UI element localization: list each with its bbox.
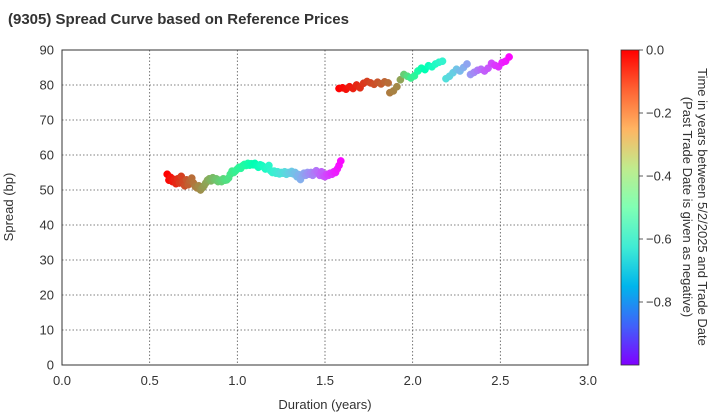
data-points (163, 53, 513, 194)
y-tick-label: 20 (40, 288, 54, 303)
x-tick-label: 1.0 (228, 373, 246, 388)
y-tick-label: 10 (40, 323, 54, 338)
plot-frame (61, 49, 589, 366)
y-tick-label: 80 (40, 78, 54, 93)
data-point (384, 79, 392, 87)
y-axis-label: Spread (bp) (1, 173, 16, 242)
colorbar (620, 49, 640, 366)
y-tick-label: 60 (40, 148, 54, 163)
y-tick-label: 50 (40, 183, 54, 198)
x-tick-label: 2.0 (404, 373, 422, 388)
data-point (505, 53, 513, 61)
colorbar-ticks: 0.0 −0.2 −0.4 −0.6 −0.8 (639, 43, 672, 310)
colorbar-tick-label: −0.8 (646, 295, 672, 310)
colorbar-label-line2: (Past Trade Date is given as negative) (680, 97, 695, 317)
data-point (336, 157, 345, 165)
y-tick-label: 0 (47, 358, 54, 373)
x-tick-label: 2.5 (491, 373, 509, 388)
colorbar-tick-label: −0.4 (646, 169, 672, 184)
y-tick-labels: 0 10 20 30 40 50 60 70 80 90 (40, 43, 54, 373)
chart-title: (9305) Spread Curve based on Reference P… (8, 11, 349, 28)
colorbar-label-line1: Time in years between 5/2/2025 and Trade… (695, 68, 710, 346)
colorbar-tick-label: 0.0 (646, 43, 664, 58)
y-tick-label: 30 (40, 253, 54, 268)
y-tick-label: 40 (40, 218, 54, 233)
x-tick-label: 3.0 (579, 373, 597, 388)
data-point (438, 57, 447, 66)
y-tick-label: 70 (40, 113, 54, 128)
colorbar-tick-label: −0.2 (646, 106, 672, 121)
x-tick-label: 0.5 (141, 373, 159, 388)
colorbar-tick-label: −0.6 (646, 232, 672, 247)
x-tick-label: 0.0 (53, 373, 71, 388)
x-tick-labels: 0.0 0.5 1.0 1.5 2.0 2.5 3.0 (53, 373, 597, 388)
x-tick-label: 1.5 (316, 373, 334, 388)
data-point (393, 82, 401, 91)
data-point (463, 60, 471, 68)
y-tick-label: 90 (40, 43, 54, 58)
x-axis-label: Duration (years) (278, 397, 371, 412)
